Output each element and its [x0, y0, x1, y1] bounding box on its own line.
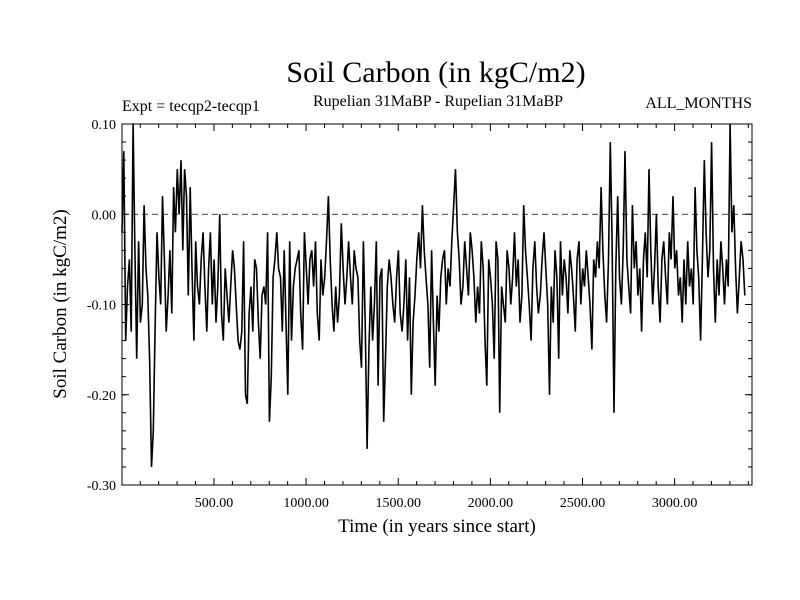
chart-title: Soil Carbon (in kgC/m2) — [286, 56, 585, 89]
y-tick-label: 0.10 — [92, 118, 117, 133]
y-axis-label: Soil Carbon (in kgC/m2) — [50, 209, 71, 398]
series-line — [121, 123, 746, 468]
x-tick-label: 500.00 — [195, 496, 234, 511]
y-tick-label: -0.20 — [87, 389, 116, 404]
y-tick-label: -0.10 — [87, 299, 116, 314]
x-tick-label: 3000.00 — [652, 496, 698, 511]
x-tick-label: 2500.00 — [560, 496, 606, 511]
x-tick-label: 1500.00 — [375, 496, 421, 511]
x-axis-label: Time (in years since start) — [338, 516, 536, 537]
plot-frame — [121, 123, 753, 486]
series-layer — [121, 123, 746, 468]
y-tick-label: -0.30 — [87, 479, 116, 494]
subtitle-months: ALL_MONTHS — [645, 95, 752, 112]
axis-ticks: 500.00 1000.00 1500.00 2000.00 2500.00 3000.0… — [87, 118, 752, 511]
subtitle-period: Rupelian 31MaBP - Rupelian 31MaBP — [313, 93, 563, 110]
subtitle-experiment: Expt = tecqp2-tecqp1 — [122, 98, 260, 115]
x-tick-label: 1000.00 — [283, 496, 329, 511]
x-tick-label: 2000.00 — [468, 496, 514, 511]
y-tick-label: 0.00 — [92, 208, 117, 223]
